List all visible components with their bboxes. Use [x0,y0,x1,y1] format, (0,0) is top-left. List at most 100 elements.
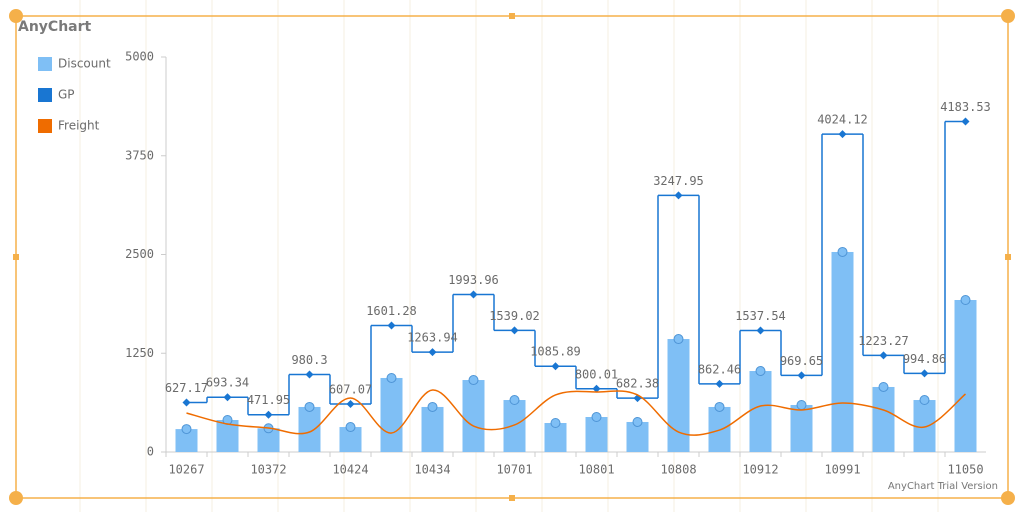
bar-marker [345,422,356,433]
bar-marker [878,381,889,392]
y-tick-label: 5000 [125,50,154,64]
bar-marker [181,424,192,435]
step-marker [428,348,437,357]
selection-handles[interactable] [9,9,1015,505]
y-tick-label: 1250 [125,346,154,360]
step-marker [920,369,929,378]
bar [175,429,198,452]
x-tick-label: 10434 [414,463,450,477]
bar-marker [714,401,725,412]
x-tick-label: 10801 [578,463,614,477]
legend-label: Freight [58,119,100,133]
watermark: AnyChart Trial Version [888,481,998,492]
bar-marker [386,372,397,383]
bar-marker [632,416,643,427]
bar [872,386,895,452]
data-label: 862.46 [698,362,741,376]
step-marker [592,384,601,393]
step-marker [387,321,396,330]
step-marker [305,370,314,379]
x-tick-label: 10372 [250,463,286,477]
x-tick-label: 10991 [824,463,860,477]
legend-swatch [38,88,52,102]
bar [421,406,444,452]
bar-marker [796,399,807,410]
step-marker [674,191,683,200]
legend-label: Discount [58,57,111,71]
bar [257,428,280,452]
x-tick-label: 10267 [168,463,204,477]
bar-marker [673,334,684,345]
legend-swatch [38,57,52,71]
step-marker [797,371,806,380]
bar [954,300,977,452]
data-label: 3247.95 [653,174,704,188]
spline-line [186,389,966,436]
bar-marker [509,395,520,406]
step-marker [182,398,191,407]
bar [831,251,854,452]
step-marker [715,379,724,388]
bar [216,420,239,452]
bar [749,371,772,452]
data-label: 1993.96 [448,273,499,287]
step-marker [469,290,478,299]
bar [913,400,936,452]
data-label: 1085.89 [530,345,581,359]
bar [585,417,608,452]
bar-marker [304,401,315,412]
data-label: 800.01 [575,367,618,381]
step-marker [346,400,355,409]
bar-marker [427,401,438,412]
bar-marker [960,295,971,306]
bar [667,339,690,452]
bar [790,404,813,452]
data-label: 1537.54 [735,309,786,323]
data-label: 471.95 [247,393,290,407]
bar-marker [550,418,561,429]
bar [503,400,526,452]
data-label: 1263.94 [407,331,458,345]
legend-swatch [38,119,52,133]
step-marker [756,326,765,335]
bar-marker [468,375,479,386]
bar [626,421,649,452]
bar [462,380,485,452]
data-label: 627.17 [165,381,208,395]
x-tick-label: 10701 [496,463,532,477]
data-label: 994.86 [903,352,946,366]
chart-title: AnyChart [18,19,92,35]
x-tick-label: 10424 [332,463,368,477]
data-label: 4183.53 [940,100,991,114]
step-marker [838,130,847,139]
data-label: 607.07 [329,383,372,397]
data-label: 1601.28 [366,304,417,318]
bar [298,406,321,452]
x-tick-label: 10912 [742,463,778,477]
bar-marker [837,246,848,257]
y-tick-label: 3750 [125,148,154,162]
step-marker [510,326,519,335]
legend-label: GP [58,88,75,102]
data-label: 1539.02 [489,309,540,323]
x-tick-label: 10808 [660,463,696,477]
bar-marker [755,366,766,377]
y-tick-label: 2500 [125,247,154,261]
y-tick-label: 0 [147,445,154,459]
bar [544,423,567,452]
step-marker [264,410,273,419]
bar [380,377,403,452]
bar [339,427,362,452]
step-marker [961,117,970,126]
data-label: 682.38 [616,377,659,391]
data-label: 980.3 [291,353,327,367]
step-marker [879,351,888,360]
data-label: 1223.27 [858,334,909,348]
data-label: 693.34 [206,376,249,390]
bar-marker [591,412,602,423]
step-marker [551,362,560,371]
data-label: 4024.12 [817,113,868,127]
step-marker [223,393,232,402]
bar-marker [919,395,930,406]
